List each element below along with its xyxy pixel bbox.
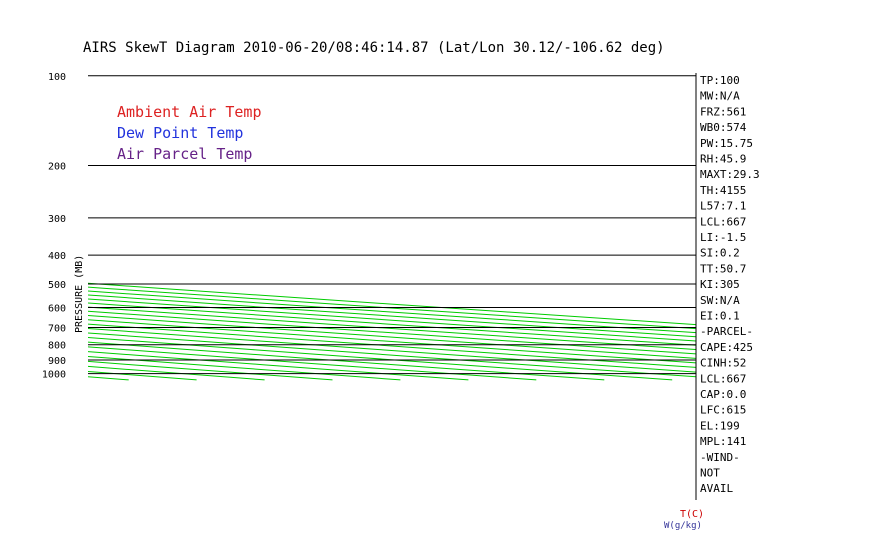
dry-adiabat-line (88, 294, 696, 338)
parameter-item: CAP:0.0 (700, 388, 746, 401)
parameter-item: RH:45.9 (700, 153, 746, 166)
parameter-item: EL:199 (700, 419, 740, 432)
bottom-axis-unit-label: T(C) (680, 509, 704, 520)
dry-adiabat-line (88, 327, 696, 373)
dry-adiabat-line (88, 306, 696, 351)
axis-labels: 1002003004005006007008009001000-120-110-… (42, 72, 704, 531)
parameter-item: TH:4155 (700, 184, 746, 197)
dry-adiabat-line (88, 290, 696, 334)
dry-adiabat-line (88, 298, 696, 342)
pressure-tick-label: 500 (48, 280, 66, 291)
parameter-item: SW:N/A (700, 294, 740, 307)
pressure-tick-label: 900 (48, 356, 66, 367)
pressure-tick-label: 400 (48, 251, 66, 262)
y-axis-title: PRESSURE (MB) (74, 255, 85, 333)
parameter-item: MW:N/A (700, 90, 740, 103)
pressure-tick-label: 600 (48, 304, 66, 315)
parameter-item: MPL:141 (700, 435, 746, 448)
parameter-item: PW:15.75 (700, 137, 753, 150)
parameter-item: LCL:667 (700, 372, 746, 385)
dry-adiabat-line (88, 310, 696, 355)
pressure-tick-label: 300 (48, 214, 66, 225)
parameter-item: CINH:52 (700, 357, 746, 370)
parameter-item: LI:-1.5 (700, 231, 746, 244)
dry-adiabat-lines (88, 282, 696, 381)
pressure-tick-label: 800 (48, 341, 66, 352)
parameter-item: TP:100 (700, 74, 740, 87)
dry-adiabat-line (88, 323, 696, 368)
pressure-tick-label: 100 (48, 72, 66, 83)
parameter-item: WB0:574 (700, 121, 747, 134)
dry-adiabat-line (88, 341, 605, 381)
parameter-item: CAPE:425 (700, 341, 753, 354)
legend-entry-3: Air Parcel Temp (117, 145, 252, 163)
isobar-lines (88, 73, 697, 500)
parameter-item: KI:305 (700, 278, 740, 291)
dry-adiabat-line (88, 314, 696, 359)
parameter-item: SI:0.2 (700, 247, 740, 260)
parameter-item: -PARCEL- (700, 325, 753, 338)
dry-adiabat-line (88, 332, 696, 378)
dry-adiabat-line (88, 302, 696, 346)
parameter-item: EI:0.1 (700, 310, 740, 323)
parameter-item: MAXT:29.3 (700, 168, 760, 181)
pressure-tick-label: 1000 (42, 370, 66, 381)
parameter-item: NOT (700, 467, 720, 480)
parameter-item: LFC:615 (700, 404, 746, 417)
parameter-item: TT:50.7 (700, 262, 746, 275)
parameter-item: AVAIL (700, 482, 733, 495)
parameter-item: -WIND- (700, 451, 740, 464)
parameter-panel: TP:100 MW:N/A FRZ:561 WB0:574 PW:15.75 RH:45.… (700, 74, 760, 495)
pressure-tick-label: 700 (48, 323, 66, 334)
legend-entry-2: Dew Point Temp (117, 124, 243, 142)
dry-adiabat-line (88, 346, 537, 381)
parameter-item: L57:7.1 (700, 200, 746, 213)
parameter-item: FRZ:561 (700, 105, 746, 118)
dry-adiabat-line (88, 319, 696, 364)
mixing-ratio-unit-label: W(g/kg) (664, 521, 702, 531)
chart-title: AIRS SkewT Diagram 2010-06-20/08:46:14.8… (83, 40, 665, 56)
legend-entry-1: Ambient Air Temp (117, 103, 262, 121)
legend: Ambient Air Temp Dew Point Temp Air Parcel… (117, 103, 262, 163)
parameter-item: LCL:667 (700, 215, 746, 228)
pressure-tick-label: 200 (48, 161, 66, 172)
